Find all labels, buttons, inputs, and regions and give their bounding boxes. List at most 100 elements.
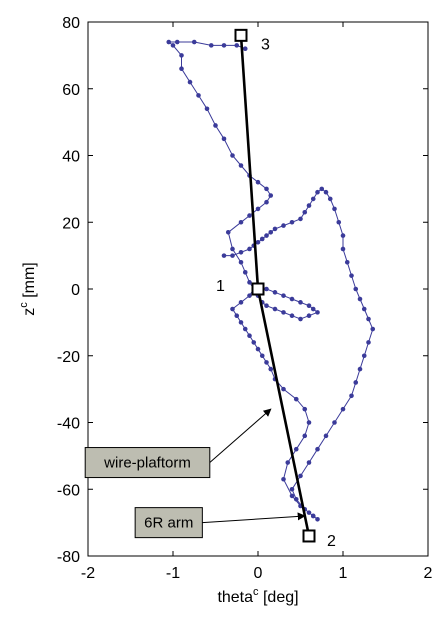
- trajectory-point: [242, 270, 248, 275]
- trajectory-point: [238, 320, 244, 325]
- trajectory-point: [281, 310, 286, 315]
- annotation-layer: wire-plaftorm 6R arm: [84, 408, 306, 539]
- trajectory-point: [332, 206, 337, 212]
- trajectory-point: [259, 353, 265, 359]
- annotation-box: [134, 507, 203, 539]
- trajectory-point: [264, 186, 269, 192]
- y-tick-label: 40: [62, 149, 80, 166]
- trajectory-point: [268, 193, 274, 198]
- trajectory-point: [234, 313, 240, 319]
- trajectory-point: [361, 353, 367, 359]
- x-tick-label: -1: [166, 565, 180, 582]
- trajectory-point: [298, 216, 303, 222]
- x-tick-label: 2: [424, 565, 433, 582]
- trajectory-point: [366, 316, 371, 322]
- trajectory-point: [336, 219, 342, 225]
- trajectory-point: [230, 306, 235, 312]
- trajectory-point: [306, 460, 312, 465]
- marker-square-3: [234, 28, 248, 42]
- trajectory-point: [238, 219, 244, 225]
- trajectory-point: [327, 196, 333, 202]
- trajectory-point: [306, 420, 312, 425]
- x-axis-label: thetac [deg]: [217, 586, 298, 606]
- y-tick-label: -60: [57, 482, 80, 499]
- trajectory-point: [357, 366, 363, 372]
- trajectory-point: [221, 253, 227, 258]
- trajectory-point: [264, 360, 269, 365]
- marker-label-2: 2: [327, 533, 336, 550]
- y-tick-label: 60: [62, 82, 80, 99]
- trajectory-point: [315, 446, 320, 452]
- trajectory-point: [238, 163, 244, 168]
- trajectory-point: [191, 39, 197, 45]
- trajectory-point: [221, 136, 227, 142]
- marker-square-2: [302, 529, 316, 543]
- trajectory-point: [166, 39, 172, 45]
- trajectory-point: [208, 43, 214, 48]
- trajectory-point: [306, 203, 312, 208]
- trajectory-point: [306, 510, 312, 515]
- trajectory-point: [170, 43, 176, 48]
- trajectory-point: [225, 229, 231, 235]
- trajectory-point: [353, 380, 359, 385]
- trajectory-point: [323, 433, 329, 439]
- trajectory-point: [196, 93, 201, 98]
- marker-layer: 3 1 2: [216, 28, 336, 550]
- trajectory-point: [221, 43, 227, 48]
- trajectory-point: [298, 316, 303, 322]
- trajectory-point: [242, 46, 248, 51]
- trajectory-point: [264, 286, 269, 292]
- trajectory-point: [230, 153, 235, 158]
- trajectory-point: [340, 406, 346, 412]
- trajectory-point: [281, 476, 286, 482]
- trajectory-point: [247, 246, 252, 252]
- trajectory-point: [264, 199, 269, 205]
- trajectory-point: [268, 229, 274, 235]
- trajectory-point: [264, 303, 269, 308]
- trajectory-point: [247, 293, 252, 298]
- trajectory-point: [289, 313, 295, 319]
- trajectory-point: [259, 236, 265, 242]
- y-axis-label: zc [mm]: [18, 262, 38, 316]
- trajectory-point: [340, 233, 346, 238]
- trajectory-point: [255, 239, 261, 245]
- y-tick-label: 80: [62, 15, 80, 32]
- trajectory-point: [302, 209, 308, 215]
- trajectory-point: [310, 196, 316, 202]
- trajectory-point: [179, 53, 184, 58]
- trajectory-point: [306, 303, 312, 308]
- y-tick-label: -80: [57, 549, 80, 566]
- trajectory-point: [315, 189, 320, 195]
- trajectory-point: [332, 420, 337, 425]
- trajectory-point: [255, 346, 261, 352]
- trajectory-point: [272, 306, 278, 312]
- trajectory-point: [310, 513, 316, 519]
- trajectory-point: [247, 333, 252, 339]
- trajectory-point: [251, 340, 257, 345]
- annotation-text: wire-plaftorm: [103, 455, 191, 472]
- trajectory-point: [247, 213, 252, 218]
- trajectory-point: [315, 516, 320, 522]
- trajectory-point: [255, 206, 261, 212]
- trajectory-point: [315, 310, 320, 315]
- trajectory-point: [289, 296, 295, 302]
- trajectory-point: [353, 286, 359, 292]
- trajectory-point: [230, 246, 235, 252]
- trajectory-point: [340, 246, 346, 252]
- trajectory-point: [319, 186, 325, 192]
- trajectory-point: [310, 306, 316, 312]
- marker-square-1: [251, 282, 265, 296]
- trajectory-point: [268, 366, 274, 372]
- trajectory-point: [349, 273, 354, 278]
- trajectory-point: [302, 406, 308, 412]
- trajectory-point: [247, 280, 252, 285]
- y-tick-label: -40: [57, 416, 80, 433]
- trajectory-point: [349, 393, 354, 399]
- trajectory-point: [289, 486, 295, 492]
- trajectory-point: [238, 300, 244, 305]
- trajectory-point: [179, 66, 184, 72]
- trajectory-point: [281, 293, 286, 298]
- trajectory-point: [293, 496, 299, 502]
